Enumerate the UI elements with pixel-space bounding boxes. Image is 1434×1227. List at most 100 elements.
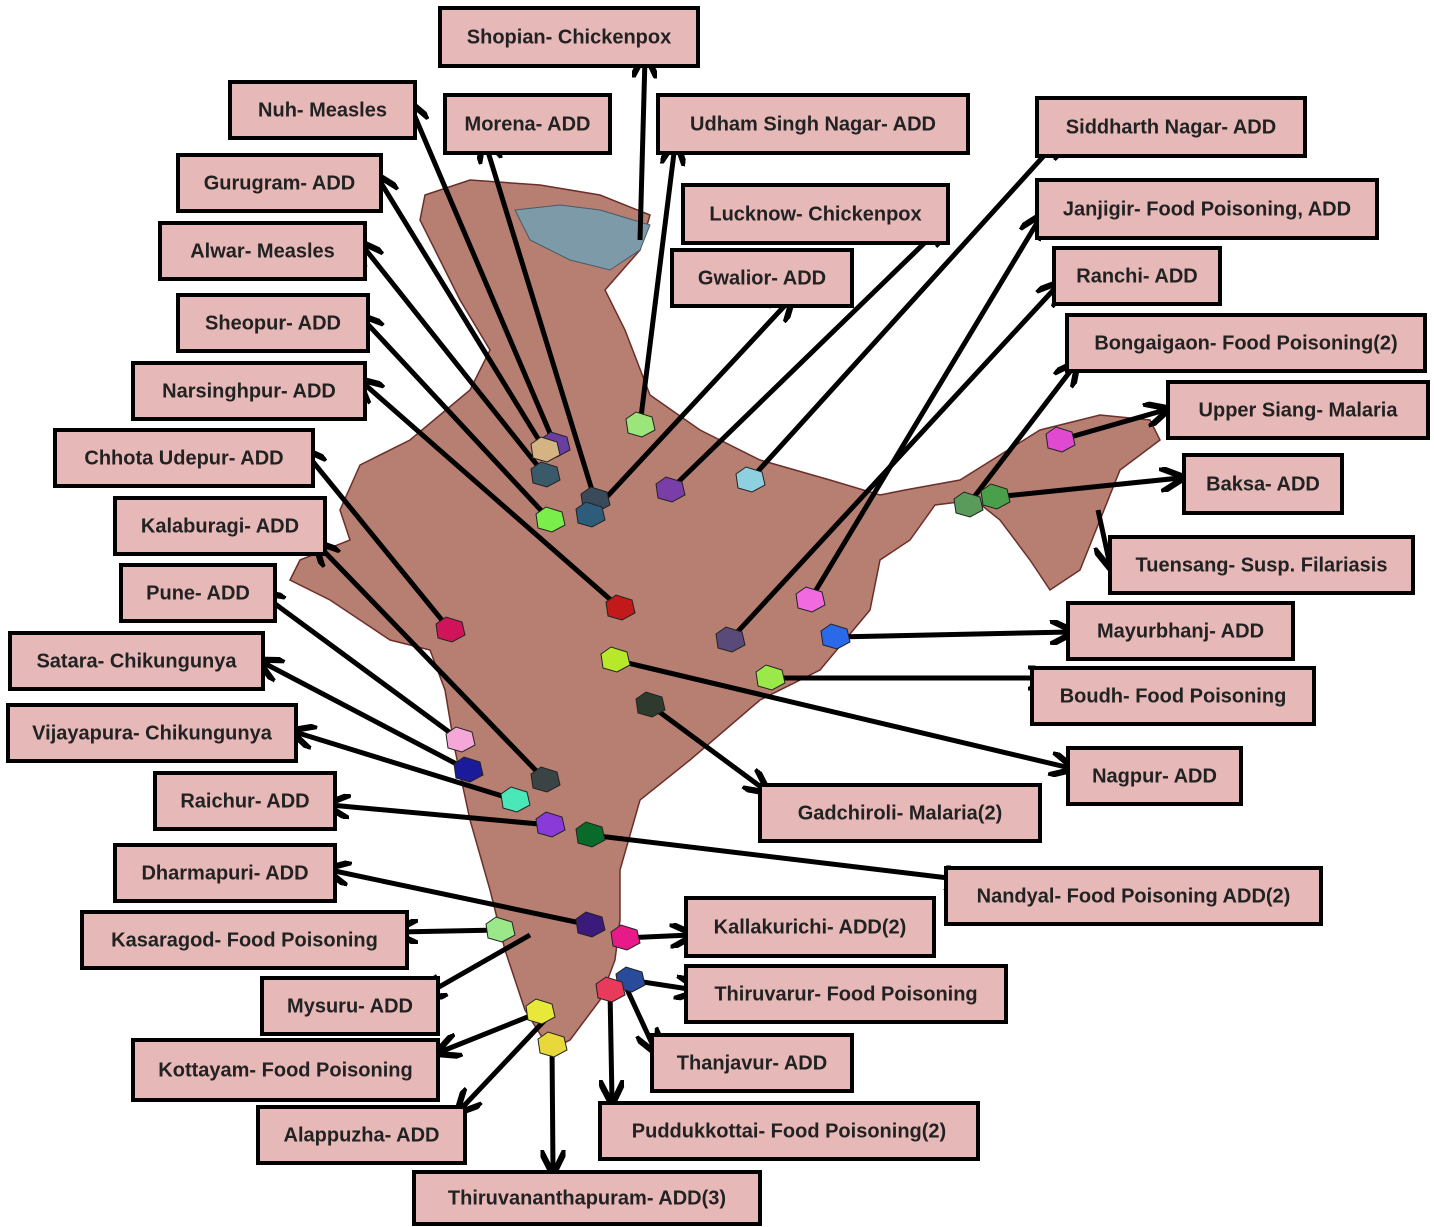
district-label: Baksa- ADD	[1206, 473, 1320, 495]
district-highlight	[530, 461, 561, 488]
jammu-kashmir-region	[514, 204, 651, 271]
district-label: Kalaburagi- ADD	[141, 515, 299, 537]
pointer-arrow	[425, 932, 532, 995]
pointer-arrow	[305, 452, 452, 632]
district-label: Siddharth Nagar- ADD	[1066, 116, 1276, 138]
pointer-arrow	[994, 478, 1180, 500]
district-label: Bongaigaon- Food Poisoning(2)	[1094, 332, 1397, 354]
district-label: Morena- ADD	[465, 113, 591, 135]
label-box	[80, 910, 409, 970]
district-label: Thanjavur- ADD	[677, 1052, 827, 1074]
district-highlight	[530, 436, 561, 463]
label-box	[650, 1033, 854, 1093]
label-box	[228, 80, 417, 140]
district-label: Thiruvananthapuram- ADD(3)	[448, 1187, 726, 1209]
district-label: Mayurbhanj- ADD	[1097, 620, 1264, 642]
pointer-arrow	[610, 989, 612, 1100]
district-highlight	[500, 786, 531, 813]
india-outline	[288, 179, 1161, 1051]
district-highlight	[435, 616, 466, 643]
pointer-arrow	[668, 225, 943, 492]
district-label: Thiruvarur- Food Poisoning	[714, 983, 977, 1005]
pointer-arrow	[485, 142, 598, 501]
district-label: Ranchi- ADD	[1076, 265, 1197, 287]
district-highlight	[635, 691, 666, 718]
district-label: Raichur- ADD	[180, 790, 309, 812]
district-highlight	[445, 726, 476, 753]
district-highlight	[595, 976, 626, 1003]
label-box	[1035, 96, 1307, 158]
district-label: Kallakurichi- ADD(2)	[714, 916, 907, 938]
pointer-arrow	[640, 58, 645, 241]
district-label: Narsinghpur- ADD	[162, 380, 336, 402]
pointer-arrow	[295, 732, 516, 803]
district-label: Kasaragod- Food Poisoning	[111, 929, 378, 951]
label-box	[1066, 746, 1243, 806]
district-label: Alwar- Measles	[190, 240, 335, 262]
pointer-arrow	[637, 145, 675, 426]
district-highlight	[485, 916, 516, 943]
district-highlight	[953, 491, 984, 518]
label-box	[438, 6, 700, 68]
label-box	[1108, 535, 1415, 595]
district-label: Tuensang- Susp. Filariasis	[1136, 554, 1388, 576]
label-box	[119, 563, 277, 623]
label-box	[1035, 178, 1379, 240]
district-label: Gwalior- ADD	[698, 267, 826, 289]
pointer-arrow	[460, 1018, 547, 1110]
district-label: Dharmapuri- ADD	[141, 862, 308, 884]
label-box	[656, 93, 970, 155]
district-highlight	[1045, 426, 1076, 453]
label-box	[1066, 601, 1295, 661]
pointer-arrow	[398, 930, 501, 932]
pointer-arrow	[362, 318, 552, 522]
pointer-arrow	[589, 832, 965, 880]
pointer-arrow	[552, 1044, 553, 1170]
district-label: Gurugram- ADD	[204, 172, 355, 194]
label-box	[1182, 453, 1344, 515]
district-highlight	[715, 626, 746, 653]
pointer-arrow	[318, 545, 547, 782]
label-box	[1030, 666, 1316, 726]
district-label: Chhota Udepur- ADD	[84, 447, 283, 469]
label-box	[758, 783, 1042, 843]
district-label: Upper Siang- Malaria	[1199, 399, 1399, 421]
label-box	[53, 428, 315, 488]
district-highlight	[735, 466, 766, 493]
label-box	[598, 1101, 980, 1161]
label-box	[131, 361, 367, 421]
district-highlight	[610, 924, 641, 951]
label-box	[176, 293, 370, 353]
pointer-arrow	[614, 657, 1070, 768]
district-highlight	[525, 998, 556, 1025]
label-box	[1166, 380, 1430, 440]
label-box	[260, 976, 440, 1036]
pointer-arrow	[1059, 410, 1165, 443]
district-label: Satara- Chikungunya	[36, 650, 237, 672]
pointer-arrow	[807, 218, 1040, 602]
district-label: Pune- ADD	[146, 582, 250, 604]
district-highlight	[453, 756, 484, 783]
pointer-arrow	[330, 870, 591, 928]
label-box	[443, 93, 612, 155]
pointer-arrow	[410, 105, 558, 446]
district-label: Vijayapura- Chikungunya	[32, 722, 273, 744]
district-highlight	[795, 586, 826, 613]
pointer-arrow	[966, 365, 1075, 507]
label-box	[8, 631, 265, 691]
label-box	[158, 221, 367, 281]
district-label: Nagpur- ADD	[1092, 765, 1217, 787]
district-highlight	[535, 506, 566, 533]
label-box	[944, 866, 1323, 926]
label-box	[6, 703, 298, 763]
pointer-arrow	[588, 300, 790, 517]
district-label: Janjigir- Food Poisoning, ADD	[1063, 198, 1351, 220]
label-box	[684, 964, 1008, 1024]
district-label: Puddukkottai- Food Poisoning(2)	[632, 1120, 946, 1142]
district-label: Nandyal- Food Poisoning ADD(2)	[977, 885, 1291, 907]
pointer-arrow	[362, 382, 622, 610]
label-box	[1065, 313, 1427, 373]
district-label: Gadchiroli- Malaria(2)	[798, 802, 1003, 824]
district-label: Boudh- Food Poisoning	[1060, 685, 1287, 707]
